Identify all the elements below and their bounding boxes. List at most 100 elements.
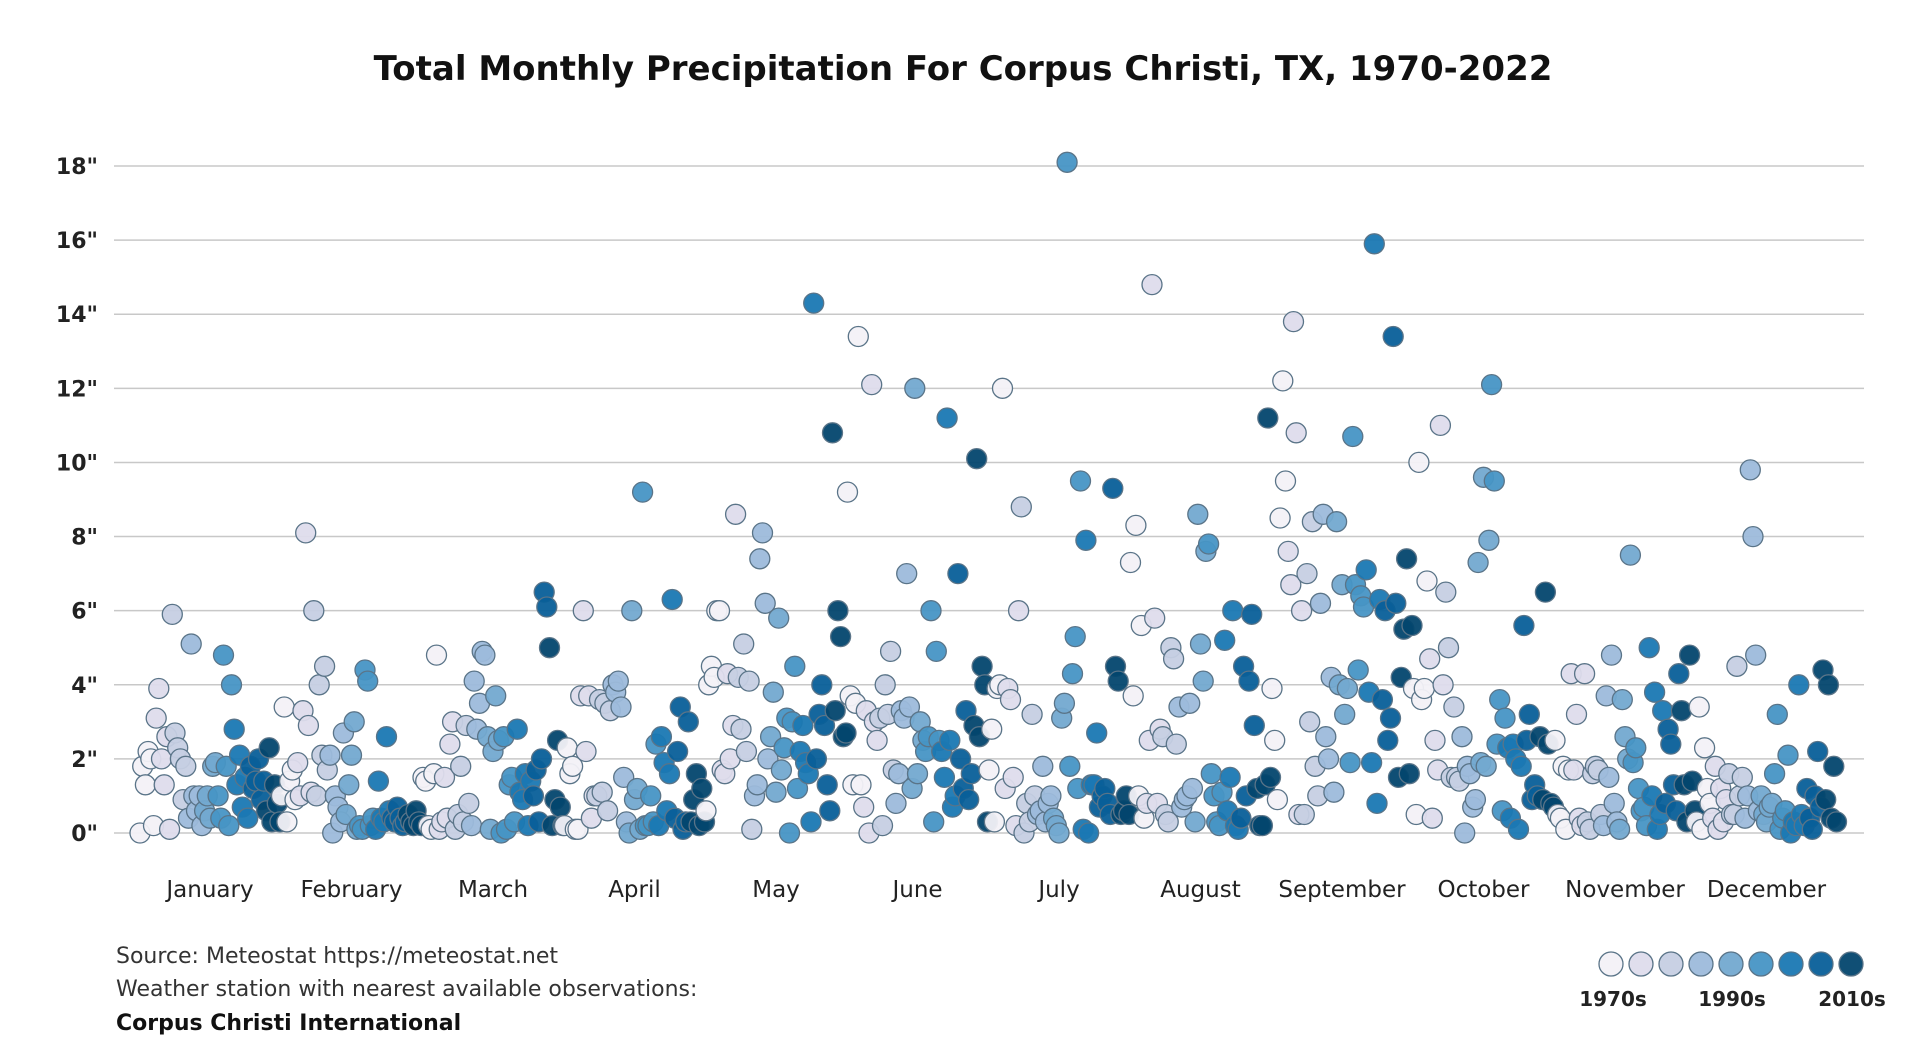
- data-point-april-1978: [575, 740, 597, 763]
- data-point-december-1999: [1763, 763, 1786, 785]
- data-point-february-1972: [276, 811, 298, 833]
- data-point-september-2022: [1401, 614, 1423, 637]
- data-point-january-1979: [153, 774, 175, 796]
- data-point-april-1973: [561, 755, 584, 777]
- data-point-january-1989: [180, 633, 202, 655]
- data-point-june-1983: [871, 814, 894, 837]
- data-point-november-2010: [1652, 700, 1674, 722]
- data-point-june-2001: [920, 600, 942, 622]
- data-point-august-1994: [1184, 811, 1206, 833]
- data-point-january-1972: [134, 774, 157, 796]
- legend-swatch: [1808, 951, 1834, 977]
- y-tick-label: 6": [71, 600, 98, 625]
- data-point-october-2000: [1483, 470, 1505, 492]
- y-tick-label: 2": [71, 748, 98, 773]
- y-tick-label: 12": [56, 377, 98, 402]
- data-point-december-2018: [1815, 788, 1837, 811]
- data-point-march-2005: [506, 718, 528, 740]
- data-point-february-1995: [338, 774, 360, 796]
- data-point-june-1981: [866, 729, 888, 752]
- month-label: October: [1437, 877, 1530, 903]
- data-point-january-2004: [220, 674, 243, 696]
- data-point-january-1981: [158, 818, 181, 840]
- month-label: July: [1036, 877, 1079, 903]
- y-tick-label: 14": [56, 303, 98, 328]
- data-point-may-1984: [733, 633, 755, 655]
- data-point-july-2000: [1059, 755, 1081, 777]
- data-point-november-1998: [1619, 544, 1642, 566]
- legend-swatch: [1598, 951, 1624, 977]
- month-label: December: [1707, 877, 1827, 903]
- data-point-june-2007: [936, 407, 958, 429]
- data-point-august-2011: [1230, 807, 1252, 829]
- data-point-february-1980: [297, 714, 320, 737]
- data-point-february-1979: [295, 522, 317, 544]
- data-point-july-2006: [1075, 529, 1097, 551]
- data-point-september-2008: [1363, 233, 1385, 255]
- month-label: September: [1278, 877, 1406, 903]
- source-line: Source: Meteostat https://meteostat.net: [116, 944, 558, 969]
- data-point-may-2009: [800, 811, 822, 833]
- data-point-may-1986: [738, 670, 760, 692]
- month-label: November: [1565, 877, 1685, 903]
- data-point-april-1986: [596, 800, 619, 822]
- legend-swatch: [1748, 951, 1774, 977]
- data-point-july-2010: [1086, 722, 1108, 744]
- data-point-november-2016: [1668, 663, 1690, 685]
- data-point-april-2016: [677, 711, 699, 733]
- data-point-october-2002: [1489, 688, 1511, 711]
- data-point-september-2014: [1379, 707, 1402, 729]
- data-point-march-1975: [425, 644, 448, 666]
- data-point-july-1981: [1007, 600, 1030, 622]
- data-point-december-2021: [1823, 755, 1845, 777]
- data-point-december-2004: [1777, 744, 1799, 766]
- data-point-august-2007: [1219, 766, 1241, 789]
- data-point-august-2008: [1222, 600, 1244, 622]
- data-point-september-2015: [1382, 325, 1404, 348]
- data-point-february-1982: [303, 600, 325, 622]
- data-point-february-2009: [375, 726, 398, 748]
- data-point-may-1970: [695, 800, 717, 822]
- source-note: Source: Meteostat https://meteostat.net …: [116, 944, 697, 1036]
- data-point-september-1997: [1334, 703, 1356, 726]
- data-point-december-2013: [1801, 818, 1823, 840]
- data-point-october-2019: [1534, 581, 1557, 603]
- data-point-august-2014: [1238, 670, 1260, 692]
- data-point-february-1996: [340, 744, 363, 766]
- legend-label: 1990s: [1698, 987, 1766, 1011]
- data-point-april-1995: [621, 600, 643, 622]
- data-point-september-1981: [1290, 600, 1313, 622]
- data-point-july-1993: [1040, 785, 1062, 807]
- data-point-october-1978: [1424, 729, 1446, 752]
- data-point-november-2007: [1643, 681, 1666, 703]
- data-point-may-2018: [824, 700, 846, 722]
- data-point-october-1977: [1421, 807, 1443, 829]
- data-point-august-1987: [1165, 733, 1187, 755]
- data-point-february-1988: [319, 744, 341, 766]
- y-tick-label: 0": [71, 822, 98, 847]
- data-point-november-2005: [1638, 637, 1660, 659]
- data-point-february-2002: [357, 670, 379, 692]
- data-point-june-2002: [923, 811, 945, 833]
- data-point-october-1999: [1480, 373, 1503, 396]
- data-point-july-1982: [1010, 496, 1032, 518]
- data-point-december-2008: [1788, 674, 1810, 696]
- data-point-july-1978: [999, 688, 1022, 711]
- data-point-november-1992: [1603, 792, 1625, 815]
- data-point-june-1988: [885, 792, 907, 815]
- data-point-october-1980: [1429, 414, 1452, 437]
- data-point-november-1991: [1600, 644, 1623, 666]
- data-point-may-1987: [741, 818, 763, 840]
- station-note: Weather station with nearest available o…: [116, 977, 697, 1002]
- data-point-july-1999: [1056, 151, 1078, 173]
- data-point-august-2016: [1243, 714, 1265, 737]
- data-point-october-1976: [1419, 648, 1441, 670]
- data-point-october-1988: [1451, 726, 1473, 748]
- data-point-november-1994: [1608, 818, 1631, 840]
- data-point-may-2015: [816, 774, 838, 796]
- data-point-december-2019: [1817, 674, 1840, 696]
- station-name: Corpus Christi International: [116, 1011, 461, 1036]
- data-point-october-1998: [1478, 529, 1500, 551]
- data-point-august-1979: [1144, 607, 1166, 629]
- data-point-april-1984: [591, 781, 613, 803]
